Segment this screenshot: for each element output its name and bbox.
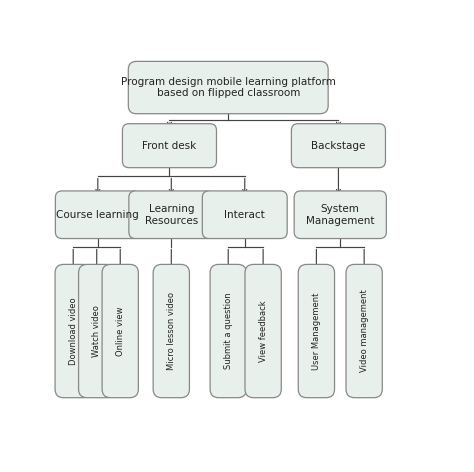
FancyBboxPatch shape <box>346 264 383 398</box>
Text: View feedback: View feedback <box>259 300 268 362</box>
FancyBboxPatch shape <box>55 264 91 398</box>
Text: Learning
Resources: Learning Resources <box>145 204 198 226</box>
FancyBboxPatch shape <box>245 264 281 398</box>
Text: User Management: User Management <box>312 292 321 370</box>
FancyBboxPatch shape <box>294 191 386 238</box>
Text: Backstage: Backstage <box>311 141 365 151</box>
Text: Video management: Video management <box>360 290 369 372</box>
FancyBboxPatch shape <box>202 191 287 238</box>
FancyBboxPatch shape <box>210 264 246 398</box>
FancyBboxPatch shape <box>79 264 115 398</box>
FancyBboxPatch shape <box>128 61 328 114</box>
Text: System
Management: System Management <box>306 204 374 226</box>
FancyBboxPatch shape <box>55 191 140 238</box>
Text: Download video: Download video <box>69 297 78 365</box>
FancyBboxPatch shape <box>122 124 217 168</box>
Text: Submit a question: Submit a question <box>224 293 233 370</box>
Text: Watch video: Watch video <box>92 305 101 357</box>
FancyBboxPatch shape <box>129 191 214 238</box>
Text: Front desk: Front desk <box>142 141 197 151</box>
Text: Micro lesson video: Micro lesson video <box>167 292 176 370</box>
Text: Online view: Online view <box>116 306 125 356</box>
FancyBboxPatch shape <box>292 124 385 168</box>
Text: Program design mobile learning platform
based on flipped classroom: Program design mobile learning platform … <box>121 77 336 98</box>
Text: Course learning: Course learning <box>56 210 139 220</box>
FancyBboxPatch shape <box>153 264 190 398</box>
FancyBboxPatch shape <box>102 264 138 398</box>
FancyBboxPatch shape <box>298 264 335 398</box>
Text: Interact: Interact <box>224 210 265 220</box>
